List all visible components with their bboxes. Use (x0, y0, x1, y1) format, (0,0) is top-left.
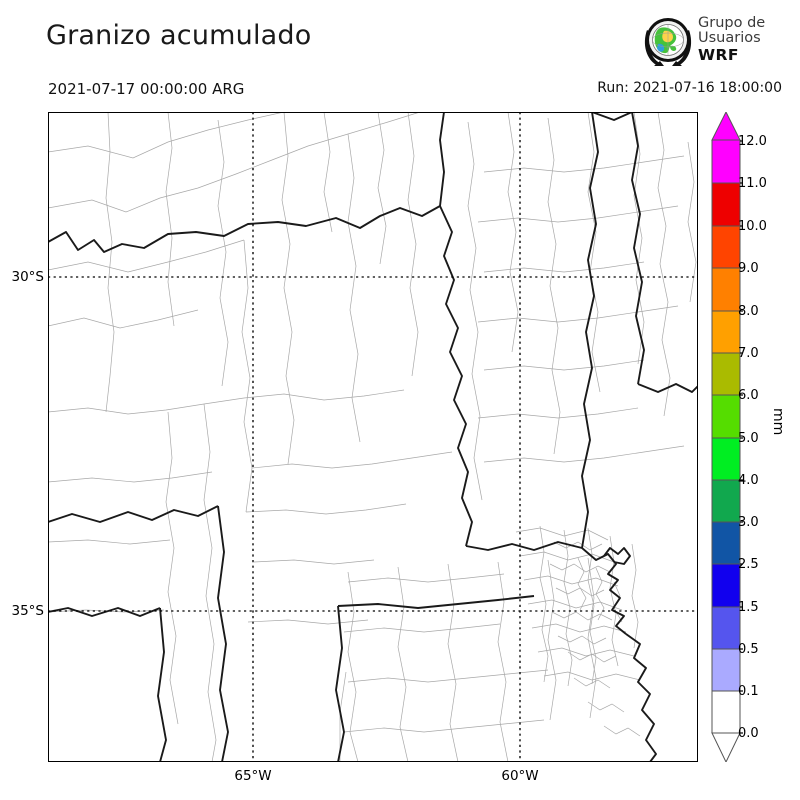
page-title: Granizo acumulado (46, 20, 312, 51)
y-tick-label-35s: 35°S (11, 603, 45, 619)
globe-emblem-icon (644, 18, 692, 66)
colorbar-tick: 1.5 (738, 600, 759, 615)
colorbar-tick: 12.0 (738, 134, 767, 149)
colorbar-tick: 6.0 (738, 388, 759, 403)
colorbar-tick: 10.0 (738, 219, 767, 234)
graticule-gridlines (48, 112, 698, 762)
logo-line-3: WRF (698, 45, 739, 64)
wrf-user-group-logo: Grupo de Usuarios WRF (640, 14, 792, 72)
colorbar-unit-label: mm (770, 408, 786, 436)
colorbar-tick: 0.0 (738, 726, 759, 741)
logo-line-2: Usuarios (698, 30, 761, 47)
colorbar-tick: 2.5 (738, 557, 759, 572)
logo-line-1: Grupo de (698, 15, 766, 31)
y-tick-label-30s: 30°S (11, 269, 45, 285)
map-plot-area (48, 112, 698, 762)
colorbar-tick: 11.0 (738, 176, 767, 191)
valid-time-label: 2021-07-17 00:00:00 ARG (48, 80, 245, 98)
department-boundaries (48, 112, 697, 762)
colorbar-tick: 0.1 (738, 684, 759, 699)
colorbar[interactable] (709, 112, 743, 762)
x-tick-label-60w: 60°W (501, 768, 539, 784)
colorbar-tick: 4.0 (738, 473, 759, 488)
colorbar-tick: 5.0 (738, 431, 759, 446)
colorbar-tick: 3.0 (738, 515, 759, 530)
colorbar-tick: 9.0 (738, 261, 759, 276)
colorbar-tick: 7.0 (738, 346, 759, 361)
logo-text: Grupo de Usuarios WRF (698, 15, 766, 64)
province-boundaries (48, 112, 698, 762)
colorbar-tick: 8.0 (738, 304, 759, 319)
x-tick-label-65w: 65°W (234, 768, 272, 784)
colorbar-tick-labels: 12.0 11.0 10.0 9.0 8.0 7.0 6.0 5.0 4.0 3… (738, 112, 786, 762)
colorbar-tick: 0.5 (738, 642, 759, 657)
run-time-label: Run: 2021-07-16 18:00:00 (597, 80, 782, 96)
